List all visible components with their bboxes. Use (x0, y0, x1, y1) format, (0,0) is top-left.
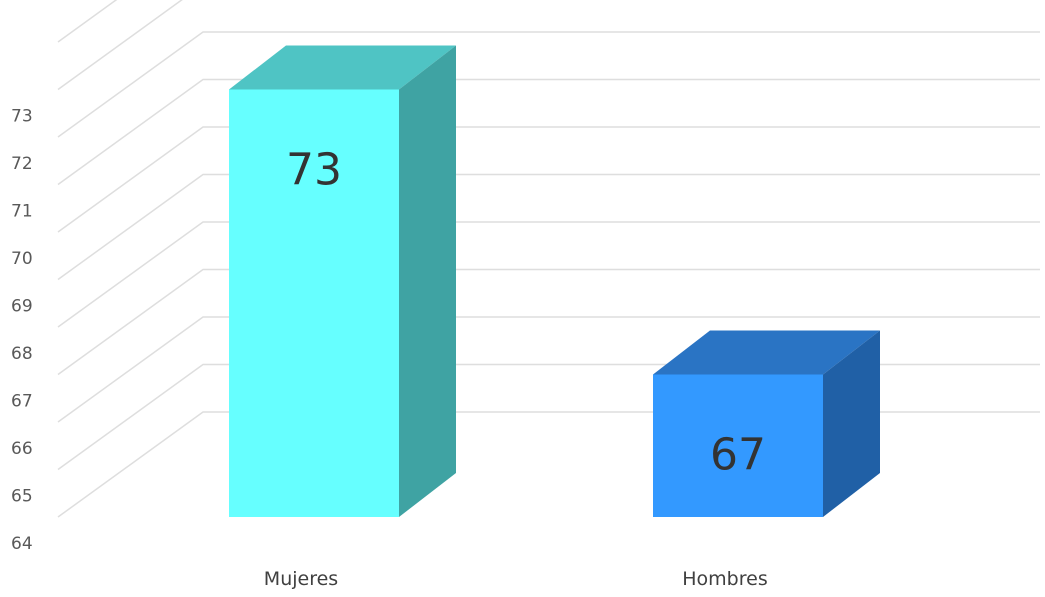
bar-hombres: 67 (653, 330, 880, 517)
bar-top-face (653, 330, 880, 375)
y-tick-label: 66 (11, 439, 33, 459)
y-tick-label: 72 (11, 154, 33, 174)
y-tick-label: 73 (11, 107, 33, 127)
bar-front-face (229, 89, 399, 517)
data-label: 73 (286, 145, 342, 196)
y-tick-label: 65 (11, 487, 33, 507)
y-tick-label: 67 (11, 392, 33, 412)
bars: 73 67 (229, 45, 880, 517)
gridline (57, 411, 1040, 518)
bar-side-face (823, 330, 880, 517)
data-label: 67 (710, 430, 766, 481)
gridline (57, 221, 1040, 328)
x-tick-label: Hombres (682, 568, 767, 590)
y-tick-label: 68 (11, 344, 33, 364)
y-tick-label: 64 (11, 534, 33, 554)
gridline (57, 0, 118, 43)
gridline (57, 0, 183, 91)
gridline (57, 78, 1040, 186)
y-axis: 64 65 66 67 68 69 70 71 72 73 (11, 107, 33, 555)
bar-side-face (399, 45, 456, 517)
gridline (57, 126, 1040, 233)
gridlines (57, 0, 1040, 518)
gridline (57, 31, 1040, 138)
gridline (57, 316, 1040, 423)
bar-mujeres: 73 (229, 45, 456, 517)
gridline (57, 173, 1040, 281)
x-tick-label: Mujeres (264, 568, 338, 590)
y-tick-label: 71 (11, 202, 33, 222)
gridline (57, 268, 1040, 376)
y-tick-label: 70 (11, 249, 33, 269)
bar-top-face (229, 45, 456, 90)
bar-front-face (653, 374, 823, 517)
y-tick-label: 69 (11, 297, 33, 317)
gridline (57, 363, 1040, 471)
x-axis: Mujeres Hombres (264, 568, 768, 590)
